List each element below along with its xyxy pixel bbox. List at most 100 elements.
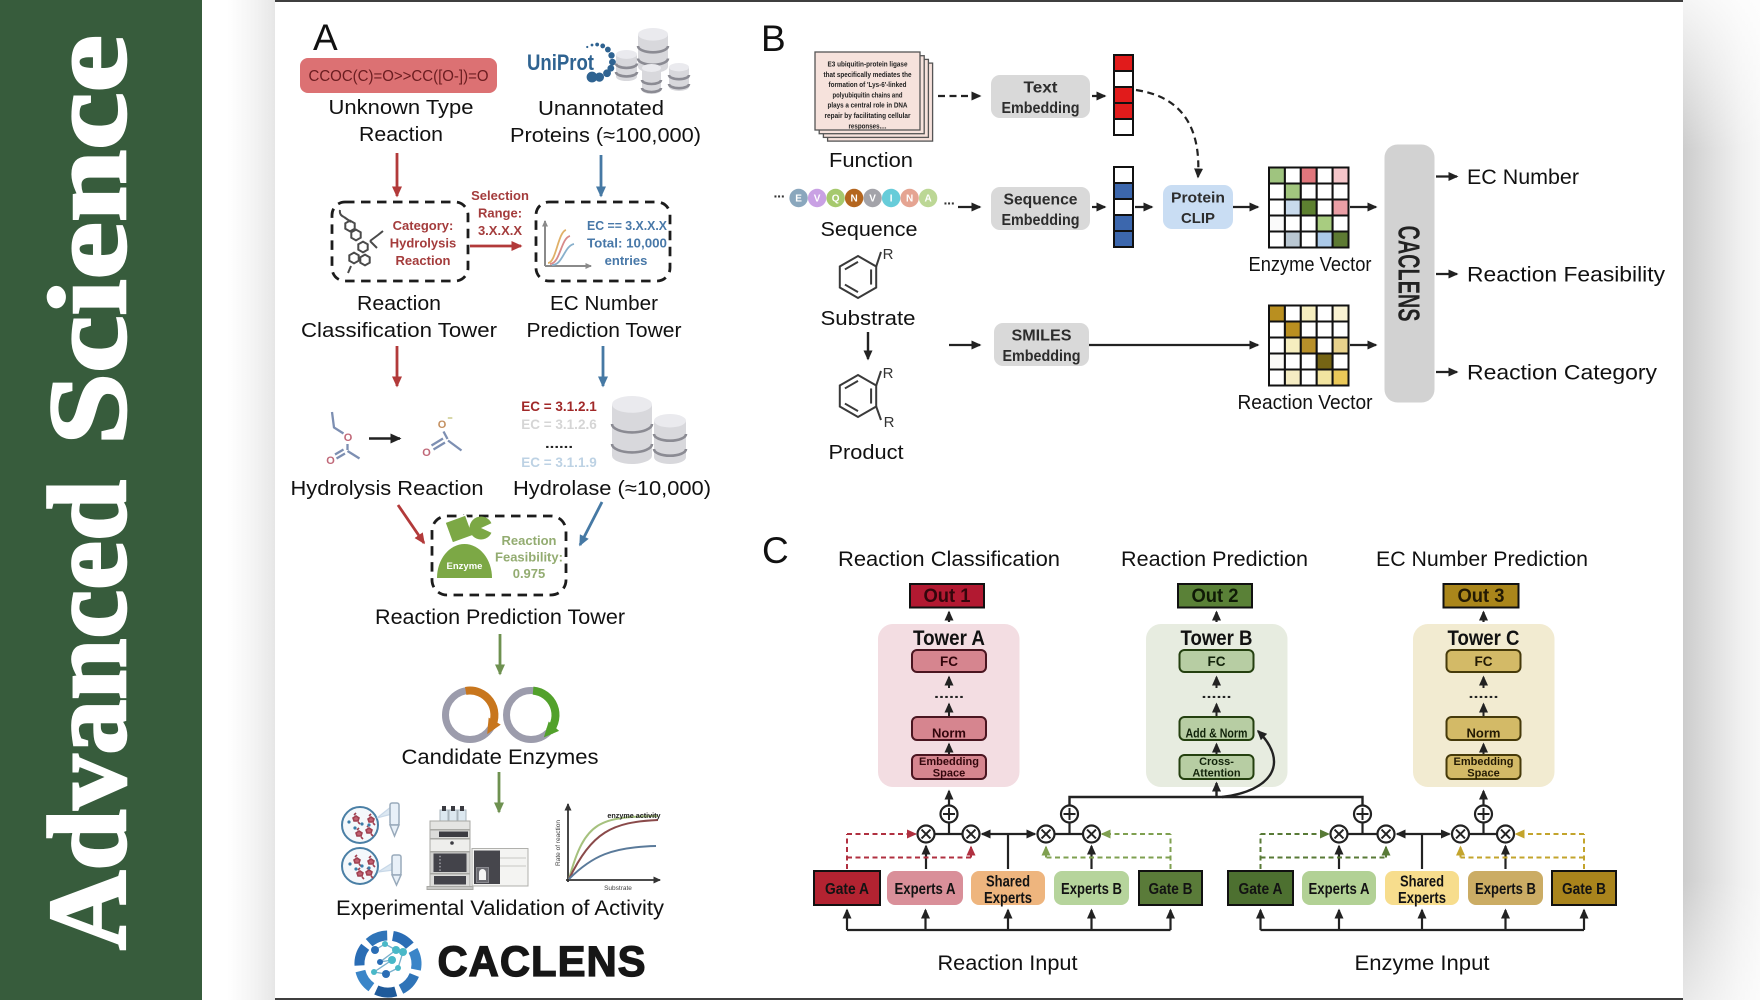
svg-text:Out 1: Out 1 — [924, 585, 971, 607]
svg-text:Sequence: Sequence — [1004, 192, 1078, 209]
svg-text:Rate of reaction: Rate of reaction — [555, 820, 562, 866]
svg-text:Attention: Attention — [1192, 768, 1241, 780]
svg-text:O: O — [422, 447, 431, 459]
svg-text:repair by facilitating cellula: repair by facilitating cellular — [825, 111, 911, 120]
svg-text:that specifically mediates the: that specifically mediates the — [824, 70, 912, 79]
svg-text:EC = 3.1.2.1: EC = 3.1.2.1 — [521, 399, 597, 414]
svg-text:Experts B: Experts B — [1475, 881, 1536, 898]
svg-text:EC Number Prediction: EC Number Prediction — [1376, 547, 1588, 571]
svg-text:Prediction Tower: Prediction Tower — [527, 319, 682, 342]
svg-text:CACLENS: CACLENS — [1392, 226, 1427, 322]
svg-text:Norm: Norm — [1467, 727, 1501, 741]
svg-text:Experts: Experts — [1398, 890, 1446, 907]
svg-text:Science: Science — [27, 35, 150, 445]
svg-text:CACLENS: CACLENS — [438, 938, 647, 986]
svg-text:EC Number: EC Number — [550, 292, 658, 315]
svg-text:Reaction Prediction Tower: Reaction Prediction Tower — [375, 606, 625, 629]
svg-text:Tower A: Tower A — [913, 627, 985, 650]
svg-text:EC = 3.1.2.6: EC = 3.1.2.6 — [521, 417, 597, 432]
svg-text:Shared: Shared — [1400, 874, 1444, 891]
svg-text:Reaction: Reaction — [359, 123, 443, 146]
svg-text:FC: FC — [1475, 654, 1493, 669]
svg-text:Product: Product — [829, 441, 904, 464]
svg-text:Hydrolysis Reaction: Hydrolysis Reaction — [291, 477, 484, 500]
svg-text:Space: Space — [933, 768, 965, 780]
svg-text:EC == 3.X.X.X: EC == 3.X.X.X — [587, 218, 667, 233]
svg-text:Category:: Category: — [393, 218, 454, 233]
svg-text:Shared: Shared — [986, 874, 1030, 891]
svg-text:Unannotated: Unannotated — [538, 97, 664, 120]
svg-text:Enzyme Input: Enzyme Input — [1355, 951, 1490, 975]
svg-text:Embedding: Embedding — [919, 756, 979, 768]
svg-text:enzyme activity: enzyme activity — [607, 811, 660, 820]
svg-text:N: N — [906, 194, 913, 205]
svg-text:Selection: Selection — [471, 188, 529, 203]
svg-text:polyubiquitin chains and: polyubiquitin chains and — [833, 90, 903, 99]
svg-text:CCOC(C)=O>>CC([O-])=O: CCOC(C)=O>>CC([O-])=O — [309, 68, 489, 85]
svg-text:C: C — [762, 530, 789, 571]
svg-text:O: O — [344, 432, 353, 444]
svg-text:Reaction: Reaction — [502, 533, 557, 548]
svg-text:R: R — [883, 365, 894, 382]
svg-text:SMILES: SMILES — [1012, 328, 1072, 345]
svg-text:I: I — [890, 194, 893, 205]
svg-text:Tower C: Tower C — [1448, 627, 1520, 650]
svg-text:O: O — [326, 455, 335, 467]
svg-text:Reaction Vector: Reaction Vector — [1238, 391, 1373, 414]
svg-text:Sequence: Sequence — [821, 218, 918, 241]
svg-text:Reaction Feasibility: Reaction Feasibility — [1467, 263, 1665, 287]
svg-text:Substrate: Substrate — [821, 307, 916, 330]
svg-text:EC Number: EC Number — [1467, 165, 1579, 189]
svg-text:3.X.X.X: 3.X.X.X — [478, 223, 522, 238]
svg-text:CLIP: CLIP — [1181, 210, 1215, 227]
svg-text:−: − — [447, 413, 452, 423]
svg-text:Enzyme Vector: Enzyme Vector — [1249, 253, 1372, 276]
svg-text:......: ...... — [934, 685, 964, 701]
svg-text:Out 2: Out 2 — [1192, 585, 1239, 607]
svg-text:Gate A: Gate A — [825, 881, 869, 898]
svg-text:EC = 3.1.1.9: EC = 3.1.1.9 — [521, 455, 596, 470]
svg-text:Enzyme: Enzyme — [447, 561, 483, 572]
svg-text:Advanced: Advanced — [27, 480, 150, 950]
svg-text:B: B — [761, 18, 786, 59]
svg-text:Reaction Prediction: Reaction Prediction — [1121, 547, 1308, 571]
svg-text:Gate A: Gate A — [1239, 881, 1283, 898]
svg-text:O: O — [438, 419, 447, 431]
svg-text:......: ...... — [1469, 685, 1499, 701]
svg-text:N: N — [850, 194, 857, 205]
svg-text:Gate B: Gate B — [1562, 881, 1606, 898]
svg-text:E3 ubiquitin-protein ligase: E3 ubiquitin-protein ligase — [828, 60, 908, 69]
svg-text:Embedding: Embedding — [1454, 756, 1514, 768]
svg-text:Norm: Norm — [932, 727, 966, 741]
svg-text:formation of 'Lys-6'-linked: formation of 'Lys-6'-linked — [829, 80, 907, 89]
svg-text:E: E — [795, 194, 802, 205]
svg-text:Add & Norm: Add & Norm — [1186, 727, 1248, 741]
svg-text:Space: Space — [1467, 768, 1499, 780]
svg-text:Reaction Classification: Reaction Classification — [838, 547, 1060, 571]
svg-text:plays a central role in DNA: plays a central role in DNA — [828, 101, 908, 110]
svg-text:Reaction: Reaction — [357, 292, 441, 315]
svg-text:0.975: 0.975 — [513, 566, 546, 581]
svg-text:···: ··· — [944, 195, 955, 211]
svg-text:Embedding: Embedding — [1003, 348, 1081, 365]
svg-text:Tower B: Tower B — [1181, 627, 1253, 650]
svg-text:Experts A: Experts A — [895, 881, 956, 898]
svg-text:Experts: Experts — [984, 890, 1032, 907]
svg-text:Total: 10,000: Total: 10,000 — [587, 236, 667, 251]
svg-text:FC: FC — [1208, 654, 1226, 669]
svg-text:responses....: responses.... — [849, 121, 887, 130]
svg-text:V: V — [869, 194, 876, 205]
svg-text:Candidate Enzymes: Candidate Enzymes — [402, 746, 599, 769]
svg-text:V: V — [814, 194, 821, 205]
svg-text:Experts B: Experts B — [1061, 881, 1122, 898]
svg-text:Classification Tower: Classification Tower — [301, 319, 497, 342]
svg-text:Unknown Type: Unknown Type — [329, 96, 474, 119]
svg-text:Experimental Validation of Act: Experimental Validation of Activity — [336, 897, 665, 920]
svg-text:Q: Q — [832, 194, 840, 205]
svg-text:Proteins (≈100,000): Proteins (≈100,000) — [510, 124, 701, 147]
svg-text:Hydrolase (≈10,000): Hydrolase (≈10,000) — [513, 477, 711, 500]
svg-text:Cross-: Cross- — [1199, 756, 1234, 768]
svg-text:Embedding: Embedding — [1002, 100, 1080, 117]
svg-text:Protein: Protein — [1171, 190, 1225, 207]
svg-text:Embedding: Embedding — [1002, 212, 1080, 229]
